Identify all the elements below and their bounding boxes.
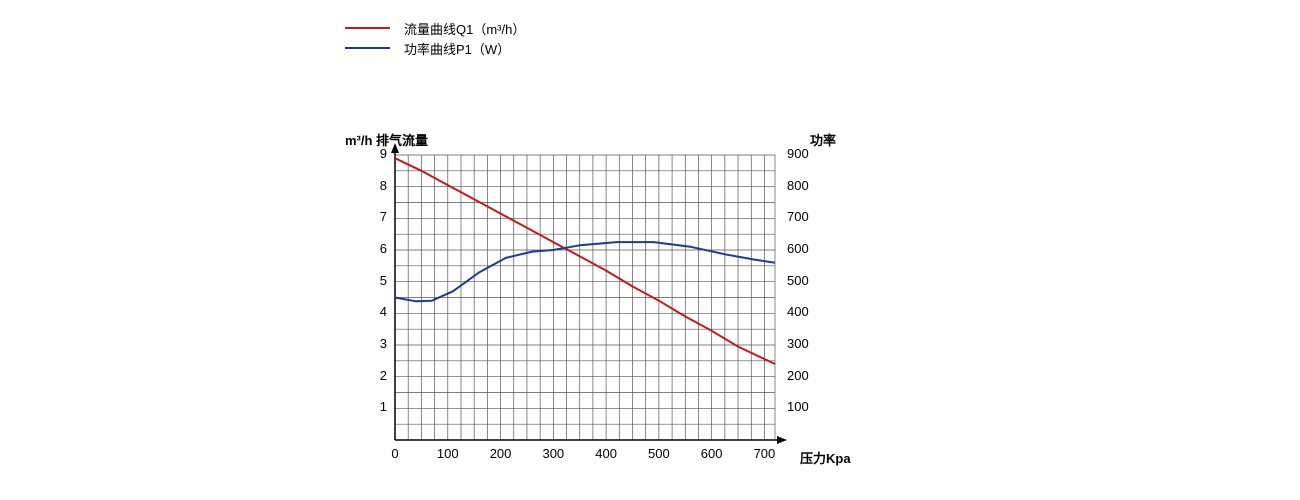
tick-label: 400 bbox=[787, 304, 809, 319]
tick-label: 7 bbox=[357, 209, 387, 224]
tick-label: 1 bbox=[357, 399, 387, 414]
tick-label: 200 bbox=[481, 446, 521, 461]
tick-label: 6 bbox=[357, 241, 387, 256]
tick-label: 5 bbox=[357, 273, 387, 288]
tick-label: 100 bbox=[428, 446, 468, 461]
tick-label: 200 bbox=[787, 368, 809, 383]
tick-label: 100 bbox=[787, 399, 809, 414]
tick-label: 0 bbox=[375, 446, 415, 461]
chart-plot bbox=[0, 0, 1300, 500]
tick-label: 2 bbox=[357, 368, 387, 383]
tick-label: 3 bbox=[357, 336, 387, 351]
tick-label: 300 bbox=[533, 446, 573, 461]
tick-label: 9 bbox=[357, 146, 387, 161]
tick-label: 600 bbox=[692, 446, 732, 461]
tick-label: 700 bbox=[787, 209, 809, 224]
tick-label: 900 bbox=[787, 146, 809, 161]
tick-label: 8 bbox=[357, 178, 387, 193]
tick-label: 600 bbox=[787, 241, 809, 256]
tick-label: 500 bbox=[639, 446, 679, 461]
tick-label: 800 bbox=[787, 178, 809, 193]
tick-label: 700 bbox=[744, 446, 784, 461]
tick-label: 400 bbox=[586, 446, 626, 461]
tick-label: 4 bbox=[357, 304, 387, 319]
tick-label: 300 bbox=[787, 336, 809, 351]
tick-label: 500 bbox=[787, 273, 809, 288]
